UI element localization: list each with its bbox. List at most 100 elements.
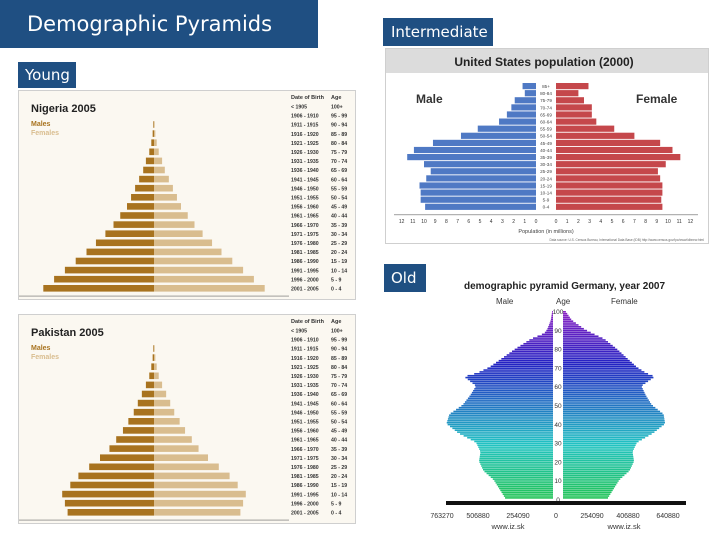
male-age-bar: [495, 482, 553, 484]
male-age-bar: [484, 470, 553, 473]
male-bar: [151, 139, 154, 146]
female-age-bar: [563, 388, 643, 390]
legend-males: Males: [31, 345, 51, 352]
age-group-label: 45-49: [540, 141, 552, 146]
male-bar: [137, 399, 154, 407]
male-age-bar: [504, 356, 553, 358]
male-age-bar: [479, 455, 553, 458]
birth-year-label: 1996 - 2000: [291, 501, 319, 507]
female-age-bar: [563, 382, 646, 385]
male-bar: [426, 175, 536, 182]
male-bar: [95, 239, 154, 247]
birth-year-label: 1961 - 1965: [291, 214, 319, 220]
birth-year-label: 1991 - 1995: [291, 268, 319, 274]
x-tick-label: 1: [523, 219, 526, 225]
age-group-label: 70-74: [540, 105, 552, 110]
age-group-label: 15-19: [540, 183, 552, 188]
male-bar: [75, 257, 154, 265]
female-age-bar: [563, 358, 628, 360]
x-tick-label: 7: [633, 219, 636, 225]
birth-year-label: 1976 - 1980: [291, 465, 319, 471]
age-group-label: 90 - 94: [331, 123, 347, 129]
age-group-label: 100+: [331, 329, 343, 335]
female-bar: [154, 454, 208, 461]
male-label: Male: [496, 297, 514, 306]
male-age-bar: [503, 495, 553, 497]
female-age-bar: [563, 389, 644, 392]
male-bar: [62, 490, 155, 498]
female-bar: [154, 130, 156, 137]
female-age-bar: [563, 429, 657, 432]
birth-year-label: 1971 - 1975: [291, 232, 319, 238]
male-age-bar: [537, 335, 553, 338]
male-age-bar: [482, 468, 553, 471]
birth-year-label: 1981 - 1985: [291, 250, 319, 256]
male-age-bar: [512, 350, 553, 353]
female-bar: [556, 196, 662, 203]
birth-year-label: < 1905: [291, 329, 307, 335]
female-bar: [154, 509, 241, 516]
male-age-bar: [496, 483, 553, 486]
female-bar: [556, 182, 663, 189]
female-age-bar: [563, 465, 632, 467]
female-age-bar: [563, 391, 645, 394]
male-age-bar: [472, 382, 553, 385]
female-age-bar: [563, 474, 625, 477]
x-tick-label: 8: [644, 219, 647, 225]
female-bar: [154, 408, 175, 416]
female-age-bar: [563, 452, 633, 454]
male-age-bar: [499, 487, 553, 490]
title-band: [386, 49, 708, 73]
age-tick-label: 20: [554, 459, 562, 466]
female-bar: [154, 257, 233, 265]
male-age-bar: [467, 378, 553, 381]
male-age-bar: [458, 406, 553, 409]
x-tick-label: 0: [535, 219, 538, 225]
female-label: Female: [636, 92, 678, 106]
x-tick-label: 3: [588, 219, 591, 225]
age-group-label: 25 - 29: [331, 241, 347, 247]
male-age-bar: [501, 491, 553, 494]
male-age-bar: [488, 474, 553, 477]
female-age-bar: [563, 450, 634, 452]
birth-year-label: 1931 - 1935: [291, 159, 319, 165]
female-bar: [154, 166, 165, 174]
female-age-bar: [563, 311, 566, 313]
male-age-bar: [454, 429, 553, 432]
male-bar: [128, 418, 154, 425]
age-group-label: 50-54: [540, 134, 552, 139]
age-group-label: 10 - 14: [331, 268, 347, 274]
male-bar: [149, 372, 154, 380]
female-bar: [154, 490, 246, 498]
birth-year-label: < 1905: [291, 105, 307, 111]
female-age-bar: [563, 373, 649, 375]
female-age-bar: [563, 491, 612, 494]
birth-year-label: 1921 - 1925: [291, 141, 319, 147]
legend-females: Females: [31, 130, 59, 137]
legend-females: Females: [31, 354, 59, 361]
female-bar: [154, 427, 186, 434]
age-group-label: 40-44: [540, 148, 552, 153]
female-age-bar: [563, 442, 637, 445]
male-bar: [54, 275, 154, 283]
x-tick-label: 1: [566, 219, 569, 225]
female-age-bar: [563, 326, 582, 328]
male-bar: [524, 90, 536, 97]
female-age-bar: [563, 324, 579, 326]
age-tick-label: 90: [554, 328, 562, 335]
male-age-bar: [509, 352, 553, 354]
x-tick-label: 12: [688, 219, 694, 225]
female-bar: [154, 345, 155, 352]
female-age-bar: [563, 312, 568, 315]
female-age-bar: [563, 399, 649, 401]
x-tick-label: 6: [622, 219, 625, 225]
male-age-bar: [450, 412, 553, 415]
male-bar: [424, 161, 536, 168]
age-tick-label: 60: [554, 384, 562, 391]
age-group-label: 95 - 99: [331, 338, 347, 344]
male-bar: [67, 509, 154, 516]
female-bar: [556, 168, 658, 175]
age-group-label: 0 - 4: [331, 511, 341, 517]
source-note: www.iz.sk: [491, 522, 525, 531]
female-bar: [154, 390, 167, 398]
